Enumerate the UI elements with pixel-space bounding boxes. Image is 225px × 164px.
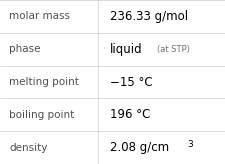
Text: −15 °C: −15 °C xyxy=(109,75,152,89)
Text: 2.08 g/cm: 2.08 g/cm xyxy=(109,141,168,154)
Text: density: density xyxy=(9,143,47,153)
Text: liquid: liquid xyxy=(109,43,142,56)
Text: melting point: melting point xyxy=(9,77,79,87)
Text: boiling point: boiling point xyxy=(9,110,74,120)
Text: phase: phase xyxy=(9,44,40,54)
Text: (at STP): (at STP) xyxy=(157,45,189,54)
Text: 236.33 g/mol: 236.33 g/mol xyxy=(109,10,187,23)
Text: 196 °C: 196 °C xyxy=(109,108,149,121)
Text: 3: 3 xyxy=(186,140,192,149)
Text: molar mass: molar mass xyxy=(9,11,70,21)
